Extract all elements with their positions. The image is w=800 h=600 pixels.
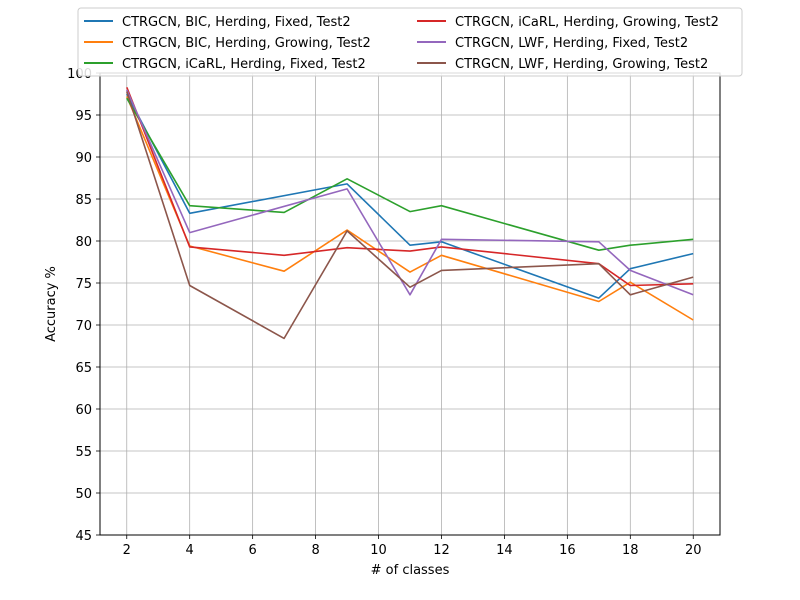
- x-axis-ticks: 2 4 6 8 10 12 14 16 18 20: [123, 535, 702, 558]
- x-tick-label: 16: [559, 543, 576, 558]
- series-lines: [126, 87, 694, 340]
- grid: [100, 72, 720, 536]
- x-axis-label: # of classes: [371, 563, 450, 578]
- series-line-1: [126, 96, 694, 321]
- x-tick-label: 6: [248, 543, 256, 558]
- y-tick-label: 70: [75, 319, 92, 334]
- y-tick-label: 95: [75, 109, 92, 124]
- x-tick-label: 18: [622, 543, 639, 558]
- x-tick-label: 10: [370, 543, 387, 558]
- x-tick-label: 12: [433, 543, 450, 558]
- x-tick-label: 2: [123, 543, 131, 558]
- series-line-4: [126, 89, 694, 296]
- y-tick-label: 55: [75, 445, 92, 460]
- y-axis-ticks: 4550556065707580859095100: [67, 67, 100, 544]
- x-tick-label: 4: [186, 543, 194, 558]
- y-tick-label: 45: [75, 529, 92, 544]
- series-line-2: [126, 97, 694, 251]
- y-tick-label: 65: [75, 361, 92, 376]
- y-tick-label: 50: [75, 487, 92, 502]
- plot-area-frame: [99, 72, 721, 536]
- y-tick-label: 90: [75, 151, 92, 166]
- legend-entry: CTRGCN, BIC, Herding, Growing, Test2: [122, 36, 371, 51]
- legend-entry: CTRGCN, LWF, Herding, Fixed, Test2: [455, 36, 688, 51]
- series-line-0: [126, 93, 694, 299]
- legend-entry: CTRGCN, LWF, Herding, Growing, Test2: [455, 57, 708, 72]
- series-line-3: [126, 87, 694, 287]
- y-tick-label: 80: [75, 235, 92, 250]
- legend-entry: CTRGCN, iCaRL, Herding, Fixed, Test2: [122, 57, 366, 72]
- series-line-5: [126, 91, 694, 340]
- x-tick-label: 8: [311, 543, 319, 558]
- x-tick-label: 20: [685, 543, 702, 558]
- y-tick-label: 85: [75, 193, 92, 208]
- legend-entry: CTRGCN, iCaRL, Herding, Growing, Test2: [455, 15, 719, 30]
- legend-box: [77, 7, 743, 77]
- y-axis-label: Accuracy %: [44, 266, 59, 342]
- legend: CTRGCN, BIC, Herding, Fixed, Test2 CTRGCN…: [77, 7, 743, 77]
- y-tick-label: 75: [75, 277, 92, 292]
- legend-entry: CTRGCN, BIC, Herding, Fixed, Test2: [122, 15, 351, 30]
- y-tick-label: 60: [75, 403, 92, 418]
- x-tick-label: 14: [496, 543, 513, 558]
